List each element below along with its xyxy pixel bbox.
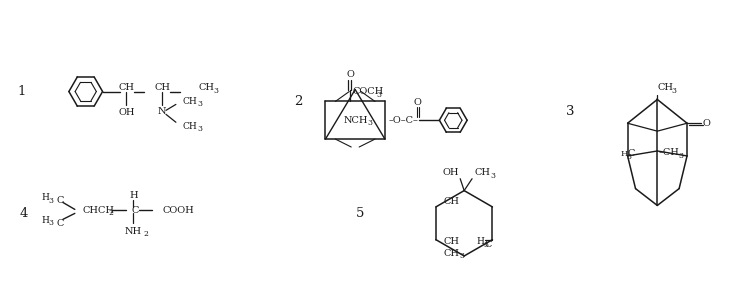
Text: H: H [41,216,49,225]
Text: 3: 3 [566,105,574,118]
Text: 5: 5 [356,207,364,220]
Text: 3: 3 [367,119,372,127]
Text: 3: 3 [48,197,53,205]
Text: 2: 2 [143,230,148,238]
Text: 3: 3 [671,86,676,94]
Text: 3: 3 [460,252,464,260]
Text: CH: CH [444,197,460,207]
Text: O: O [346,70,354,79]
Text: C: C [131,206,139,215]
Text: C: C [484,240,491,249]
Text: 3: 3 [484,241,488,249]
Text: 2: 2 [109,209,113,217]
Text: OH: OH [442,168,459,177]
Text: NCH: NCH [344,116,368,125]
Text: CHCH: CHCH [82,206,115,215]
Text: 3: 3 [48,219,53,227]
Text: –CH: –CH [658,149,680,157]
Text: H: H [477,237,484,246]
Text: CH: CH [183,122,197,131]
Text: 1: 1 [17,85,26,98]
Text: NH: NH [124,227,142,236]
Text: COOH: COOH [162,206,194,215]
Text: CH: CH [444,249,460,258]
Text: CH: CH [118,83,134,92]
Text: 3: 3 [490,172,495,180]
Text: N: N [158,107,166,116]
Text: H: H [41,193,49,202]
Text: 3: 3 [198,125,202,133]
Text: –O–C–: –O–C– [388,116,418,125]
Text: 3: 3 [214,86,218,94]
Text: CH: CH [183,97,197,106]
Text: O: O [703,119,711,128]
Text: CH: CH [474,168,490,177]
Text: C: C [56,219,64,228]
Text: OH: OH [118,108,134,117]
Text: 3: 3 [198,100,202,108]
Text: 2: 2 [295,95,303,108]
Text: CH: CH [199,83,214,92]
Text: 3: 3 [678,152,683,160]
Text: CH: CH [154,83,170,92]
Text: 4: 4 [20,207,28,220]
Text: O: O [414,98,422,107]
Text: C: C [627,149,634,158]
Text: 3: 3 [376,91,381,99]
Text: CH: CH [657,83,674,92]
Text: H: H [129,191,137,200]
Text: H: H [620,150,628,158]
Text: CH: CH [444,237,460,246]
Text: COCH: COCH [352,87,383,96]
Text: C: C [56,196,64,205]
Text: 3: 3 [626,153,632,161]
